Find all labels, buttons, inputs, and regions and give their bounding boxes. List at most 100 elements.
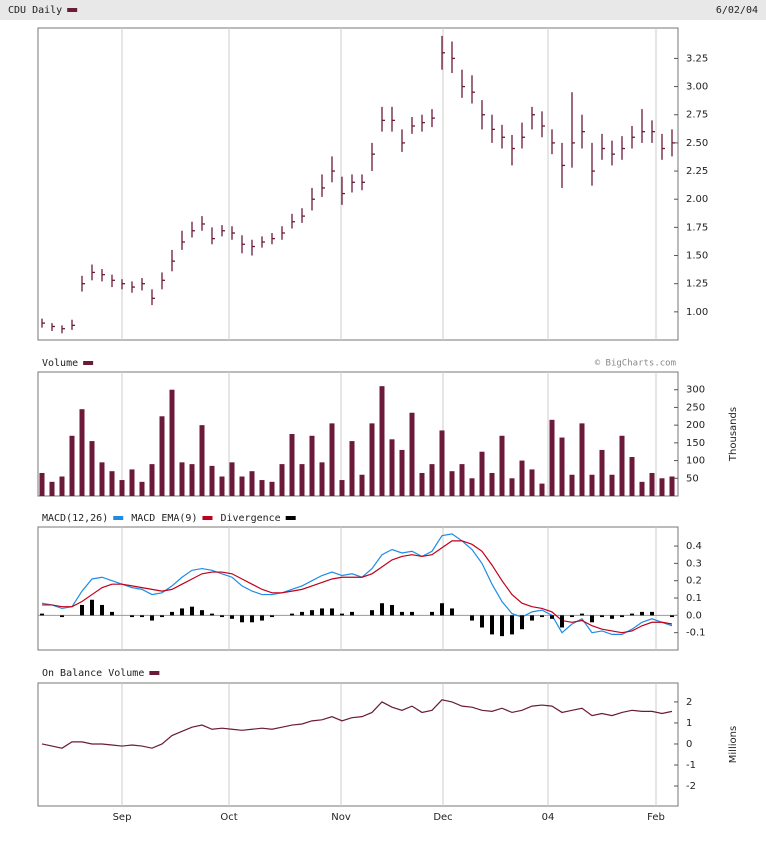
y-tick-label: 1.25 <box>686 279 708 290</box>
x-tick-label: Feb <box>647 812 665 823</box>
legend-label: MACD(12,26) <box>42 513 108 524</box>
bar <box>539 483 545 496</box>
bar <box>530 615 534 621</box>
bar <box>500 615 504 637</box>
bar <box>109 471 115 496</box>
date: 6/02/04 <box>716 5 758 16</box>
bar <box>300 611 304 616</box>
bar <box>479 451 485 496</box>
y-tick-label: 0 <box>686 739 692 750</box>
bar <box>350 611 354 616</box>
bar <box>659 478 665 496</box>
bar <box>349 441 355 496</box>
bar <box>89 441 95 496</box>
series-line <box>41 699 673 749</box>
y-tick-label: 3.25 <box>686 53 708 64</box>
bar <box>630 613 634 616</box>
bar <box>229 462 235 496</box>
y-tick-label: 0.1 <box>686 593 702 604</box>
bar <box>650 611 654 616</box>
y-tick-label: 2 <box>686 697 692 708</box>
bar <box>270 615 274 618</box>
bar <box>369 423 375 496</box>
bar <box>640 611 644 616</box>
bar <box>259 480 265 496</box>
bar <box>390 604 394 616</box>
bar <box>159 416 165 496</box>
bar <box>589 474 595 496</box>
bar <box>210 613 214 616</box>
bar <box>560 615 564 628</box>
bar <box>489 472 495 496</box>
bar <box>80 604 84 616</box>
bar <box>99 462 105 496</box>
bar <box>520 615 524 630</box>
bar <box>450 608 454 616</box>
y-tick-label: 0.2 <box>686 576 702 587</box>
bar <box>299 464 305 496</box>
bar <box>550 615 554 619</box>
bar <box>149 464 155 496</box>
bar <box>670 615 674 618</box>
bar <box>429 464 435 496</box>
bar <box>400 611 404 616</box>
bar <box>249 471 255 496</box>
panel <box>37 27 679 341</box>
bar <box>639 481 645 496</box>
x-tick-label: Oct <box>220 812 237 823</box>
bar <box>309 435 315 496</box>
series-line <box>42 540 673 634</box>
legend-label: CDU Daily <box>8 5 62 16</box>
y-tick-label: 200 <box>686 420 705 431</box>
y-tick-label: -2 <box>686 781 696 792</box>
bar <box>319 462 325 496</box>
legend-label: On Balance Volume <box>42 668 144 679</box>
y-tick-label: 50 <box>686 473 699 484</box>
bar <box>90 599 94 616</box>
bar <box>649 472 655 496</box>
bar <box>569 474 575 496</box>
bar <box>329 423 335 496</box>
bar <box>240 615 244 623</box>
bar <box>439 430 445 496</box>
bar <box>380 603 384 616</box>
bar <box>260 615 264 621</box>
bar <box>339 480 345 496</box>
bar <box>39 472 45 496</box>
bar <box>480 615 484 628</box>
bar <box>100 604 104 616</box>
y-tick-label: 0.4 <box>686 541 702 552</box>
bar <box>609 474 615 496</box>
bar <box>540 615 544 618</box>
bar <box>410 611 414 616</box>
bar <box>620 615 624 618</box>
bar <box>529 469 535 496</box>
bar <box>619 435 625 496</box>
bar <box>320 608 324 616</box>
bar <box>469 478 475 496</box>
bar <box>200 610 204 616</box>
bar <box>130 615 134 618</box>
legend-swatch <box>113 516 124 520</box>
bar <box>440 603 444 616</box>
bar <box>209 465 215 496</box>
bar <box>370 610 374 616</box>
bar <box>150 615 154 621</box>
bar <box>599 449 605 496</box>
y-axis-label: Millions <box>728 726 739 763</box>
legend-swatch <box>285 516 296 520</box>
bar <box>600 615 604 618</box>
bar <box>379 386 385 496</box>
bar <box>139 481 145 496</box>
header-bar <box>0 0 766 20</box>
y-tick-label: 250 <box>686 402 705 413</box>
bar <box>499 435 505 496</box>
bar <box>409 412 415 496</box>
series-line <box>41 533 673 636</box>
bar <box>230 615 234 619</box>
bar <box>190 606 194 616</box>
y-tick-label: 1.00 <box>686 307 708 318</box>
panel <box>37 682 679 807</box>
y-tick-label: 1.50 <box>686 251 708 262</box>
